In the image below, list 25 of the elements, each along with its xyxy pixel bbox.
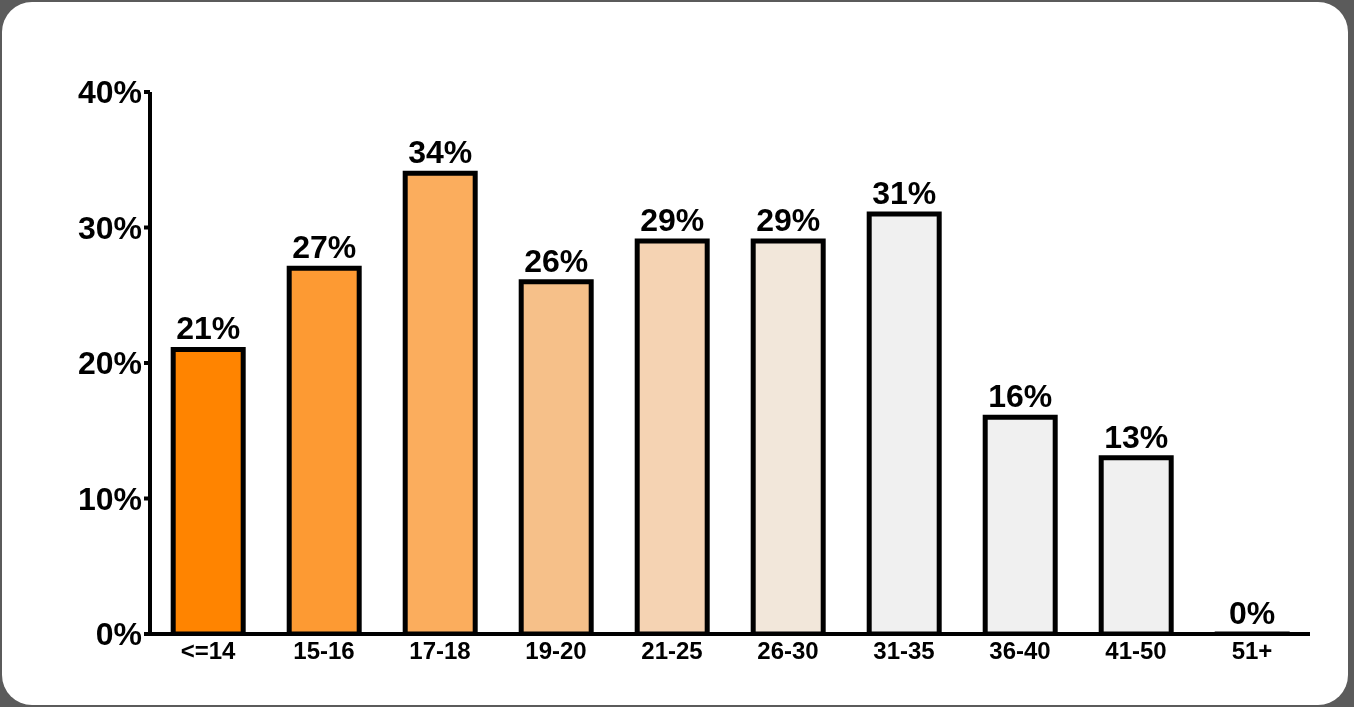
x-tick-label: 21-25 xyxy=(641,637,703,665)
x-tick-label: <=14 xyxy=(180,637,237,665)
x-tick-label: 17-18 xyxy=(409,637,471,665)
x-tick-label: 15-16 xyxy=(293,637,355,665)
y-tick-label: 40% xyxy=(77,74,142,111)
x-tick-label: 31-35 xyxy=(873,637,935,665)
data-label: 31% xyxy=(872,174,937,211)
x-tick-label: 19-20 xyxy=(525,637,587,665)
x-tick-label: 36-40 xyxy=(989,637,1051,665)
x-tick-label: 51+ xyxy=(1231,637,1273,665)
y-tick-label: 0% xyxy=(95,616,142,653)
data-label: 21% xyxy=(176,310,241,347)
y-tick-label: 30% xyxy=(77,209,142,246)
data-label: 29% xyxy=(756,202,821,239)
data-label: 16% xyxy=(988,378,1053,415)
data-label: 13% xyxy=(1104,418,1169,455)
data-label: 34% xyxy=(408,134,473,171)
y-tick-label: 20% xyxy=(77,345,142,382)
data-label: 0% xyxy=(1229,594,1276,631)
x-tick-label: 41-50 xyxy=(1105,637,1167,665)
data-label: 26% xyxy=(524,242,589,279)
y-tick-label: 10% xyxy=(77,480,142,517)
data-label: 29% xyxy=(640,202,705,239)
x-tick-label: 26-30 xyxy=(757,637,819,665)
data-label: 27% xyxy=(292,229,357,266)
